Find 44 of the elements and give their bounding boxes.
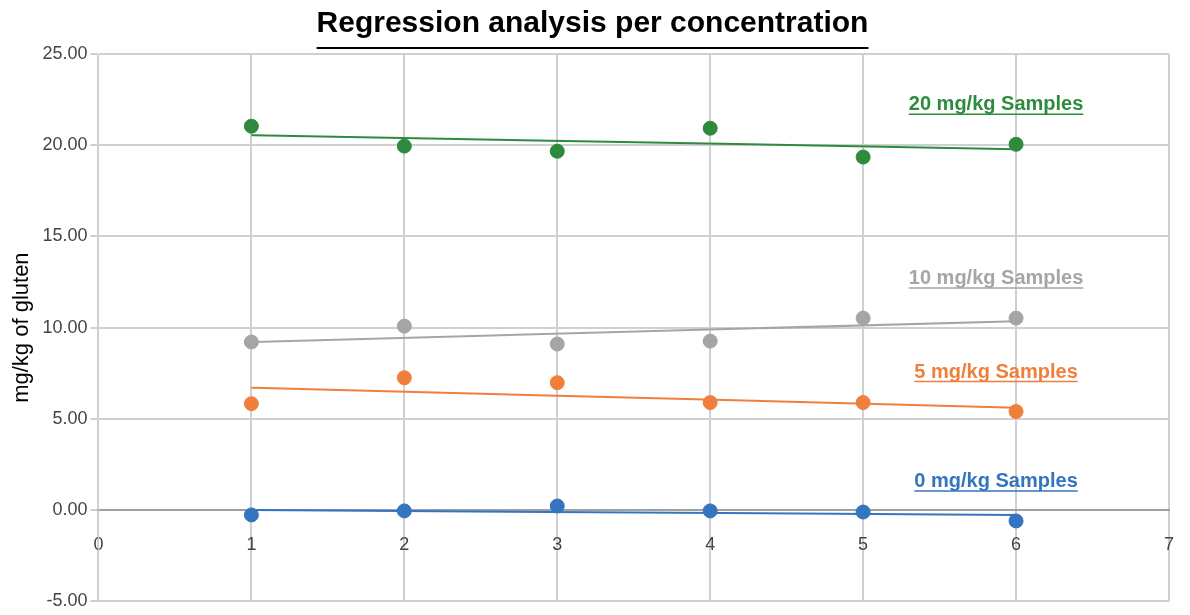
x-tick-label: 4 — [705, 533, 716, 554]
y-tick-label: -5.00 — [46, 590, 88, 611]
point — [855, 504, 871, 520]
series-label: 0 mg/kg Samples — [914, 468, 1078, 491]
x-tick-label: 3 — [552, 533, 563, 554]
point — [1008, 136, 1024, 152]
point — [396, 370, 412, 386]
x-tick-label: 1 — [246, 533, 257, 554]
point — [855, 395, 871, 411]
point — [549, 336, 565, 352]
y-tick-label: 5.00 — [52, 407, 88, 428]
point — [855, 149, 871, 165]
point — [702, 503, 718, 519]
x-tick-label: 7 — [1163, 533, 1174, 554]
series-label: 10 mg/kg Samples — [908, 266, 1084, 289]
point — [396, 318, 412, 334]
point — [396, 138, 412, 154]
point — [549, 375, 565, 391]
y-tick-label: 25.00 — [42, 42, 88, 63]
y-tick-label: 20.00 — [42, 134, 88, 155]
y-axis-title: mg/kg of gluten — [8, 252, 34, 403]
y-tick-label: 10.00 — [42, 316, 88, 337]
point — [702, 395, 718, 411]
x-tick-label: 6 — [1011, 533, 1022, 554]
point — [702, 333, 718, 349]
point — [243, 396, 259, 412]
y-tick-label: 15.00 — [42, 225, 88, 246]
x-tick-label: 5 — [858, 533, 869, 554]
point — [1008, 404, 1024, 419]
series-label: 5 mg/kg Samples — [914, 359, 1078, 382]
chart-title: Regression analysis per concentration — [316, 5, 869, 39]
point — [243, 334, 259, 350]
x-tick-label: 2 — [399, 533, 410, 554]
point — [702, 120, 718, 136]
y-tick-label: 0.00 — [52, 498, 88, 519]
point — [243, 118, 259, 134]
point — [855, 310, 871, 326]
point — [1008, 310, 1024, 326]
point — [396, 503, 412, 519]
point — [549, 143, 565, 159]
point — [549, 498, 565, 514]
point — [1008, 513, 1024, 529]
point — [243, 507, 259, 523]
series-label: 20 mg/kg Samples — [908, 92, 1084, 115]
